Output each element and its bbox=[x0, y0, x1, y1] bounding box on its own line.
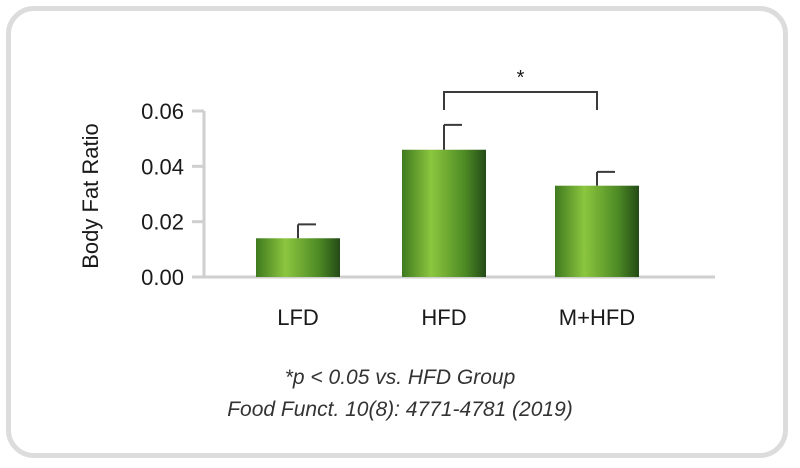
y-tick-label: 0.00 bbox=[141, 265, 184, 290]
category-label: HFD bbox=[421, 305, 466, 330]
category-label: LFD bbox=[277, 305, 319, 330]
bar bbox=[402, 149, 486, 277]
chart-card bbox=[6, 6, 788, 458]
category-label: M+HFD bbox=[559, 305, 635, 330]
significance-note: *p < 0.05 vs. HFD Group bbox=[284, 366, 516, 389]
significance-bracket bbox=[443, 91, 598, 110]
bar bbox=[256, 238, 340, 277]
labels: 0.00 0.02 0.04 0.06 LFD HFD M+HFD * bbox=[141, 67, 635, 330]
source-citation: Food Funct. 10(8): 4771-4781 (2019) bbox=[227, 398, 573, 421]
y-tick-label: 0.02 bbox=[141, 210, 184, 235]
y-tick-label: 0.06 bbox=[141, 99, 184, 124]
bar bbox=[555, 185, 639, 277]
y-tick-label: 0.04 bbox=[141, 154, 184, 179]
significance-label: * bbox=[517, 67, 525, 89]
bars bbox=[256, 91, 639, 277]
y-axis-title: Body Fat Ratio bbox=[78, 123, 103, 269]
